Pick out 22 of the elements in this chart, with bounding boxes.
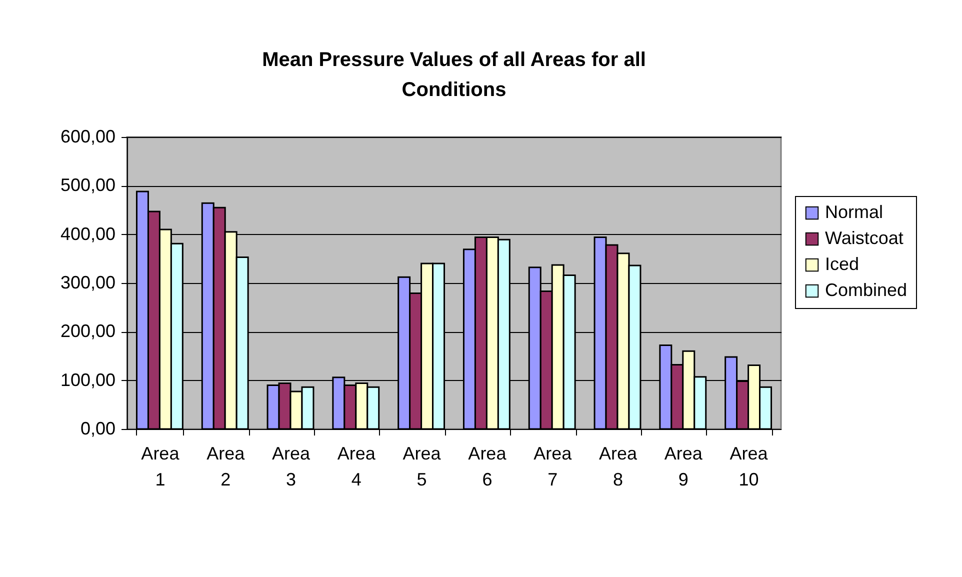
y-tick-label: 400,00 (60, 224, 116, 244)
y-tick-label: 500,00 (60, 175, 116, 196)
x-tick-label: Area 2 (206, 444, 246, 490)
x-tick-label: Area 7 (534, 444, 573, 490)
x-tick-label: Area 5 (402, 444, 442, 490)
legend-label: Combined (825, 280, 908, 300)
x-tick-label: Area 4 (337, 444, 376, 490)
x-tick-label: Area 3 (272, 444, 311, 490)
y-tick-label: 200,00 (60, 321, 116, 342)
chart-title: Mean Pressure Values of all Areas for all Conditions (262, 49, 646, 101)
x-tick-label: Area 8 (598, 444, 638, 490)
y-tick-label: 0,00 (80, 418, 116, 438)
legend-label: Normal (825, 202, 884, 222)
legend-label: Iced (825, 254, 860, 274)
x-tick-label: Area 9 (664, 444, 704, 490)
x-tick-label: Area 10 (730, 444, 769, 490)
legend-label: Waistcoat (825, 228, 904, 248)
y-tick-label: 100,00 (60, 370, 116, 390)
y-tick-label: 300,00 (60, 272, 116, 292)
x-tick-label: Area 1 (141, 444, 180, 490)
x-tick-label: Area 6 (468, 444, 508, 490)
y-tick-label: 600,00 (60, 126, 116, 146)
